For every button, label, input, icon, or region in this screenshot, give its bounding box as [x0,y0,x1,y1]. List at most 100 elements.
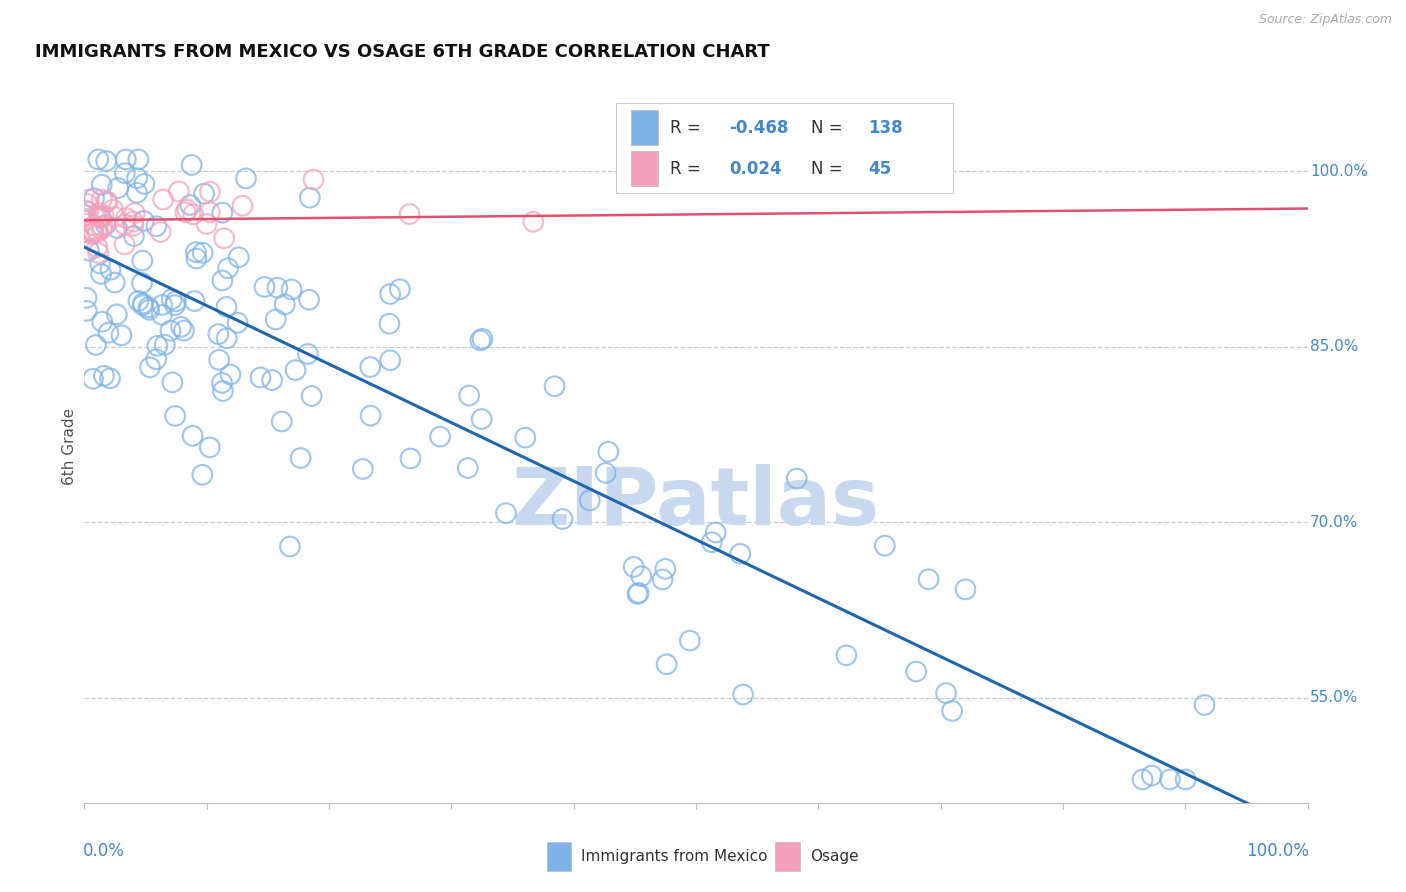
Point [626,587,648,601]
Point [551,512,574,526]
Point [91,219,114,234]
Point [160,292,183,306]
Point [1132,772,1154,787]
Point [180,158,202,172]
Text: 85.0%: 85.0% [1310,339,1358,354]
Point [360,409,382,423]
Point [191,467,214,482]
Point [380,353,402,368]
Point [198,205,221,219]
Bar [631,111,658,145]
Point [91,315,114,329]
Point [917,572,939,586]
Point [253,280,276,294]
Point [623,560,645,574]
Point [86,224,108,238]
Point [183,294,205,309]
Point [150,298,173,312]
Point [82,223,104,237]
Point [598,444,620,458]
Point [905,665,928,679]
Point [249,370,271,384]
Point [114,237,136,252]
Point [1159,772,1181,787]
Point [378,317,401,331]
Point [298,293,321,307]
Text: 100.0%: 100.0% [1246,842,1309,860]
Point [90,222,112,236]
Point [955,582,977,597]
Point [105,221,128,235]
Point [75,213,97,227]
Point [226,316,249,330]
Point [90,178,112,192]
Point [131,253,153,268]
Point [89,209,111,223]
Point [262,373,284,387]
Point [215,300,238,314]
Point [87,225,110,239]
Point [82,372,104,386]
Point [191,245,214,260]
Point [174,205,197,219]
Point [163,298,186,312]
Bar [631,152,658,186]
Point [627,586,650,600]
Point [835,648,858,663]
Point [76,291,98,305]
Point [134,177,156,191]
Point [388,282,411,296]
Point [198,441,221,455]
Point [132,214,155,228]
Point [679,633,702,648]
Point [90,267,112,281]
Point [186,252,208,266]
Text: 0.024: 0.024 [728,160,782,178]
Point [77,244,100,258]
Point [139,360,162,375]
Point [150,308,173,322]
Point [146,339,169,353]
Point [731,688,754,702]
Point [284,363,307,377]
Text: R =: R = [671,119,706,136]
Text: 0.0%: 0.0% [83,842,125,860]
Point [212,231,235,245]
Point [219,368,242,382]
Point [515,431,537,445]
Point [595,466,617,480]
Point [655,657,678,672]
Text: N =: N = [811,160,848,178]
Point [578,493,600,508]
Point [84,338,107,352]
Point [86,240,108,254]
Point [704,525,727,540]
Point [87,206,110,220]
Point [458,388,481,402]
Point [215,331,238,345]
Point [380,287,402,301]
Point [96,194,118,209]
Point [75,208,97,222]
Point [167,185,190,199]
Point [228,250,250,264]
Point [165,409,187,423]
Text: 55.0%: 55.0% [1310,690,1358,705]
Point [122,214,145,228]
Point [873,539,896,553]
Point [543,379,565,393]
Point [100,262,122,277]
Point [1174,772,1197,787]
Point [162,376,184,390]
Point [179,198,201,212]
Point [75,203,97,218]
Point [127,153,149,167]
Point [89,256,111,270]
Point [127,171,149,186]
Point [97,326,120,340]
Point [114,218,136,232]
Point [297,347,319,361]
Point [193,186,215,201]
Point [359,360,381,375]
Point [132,296,155,310]
